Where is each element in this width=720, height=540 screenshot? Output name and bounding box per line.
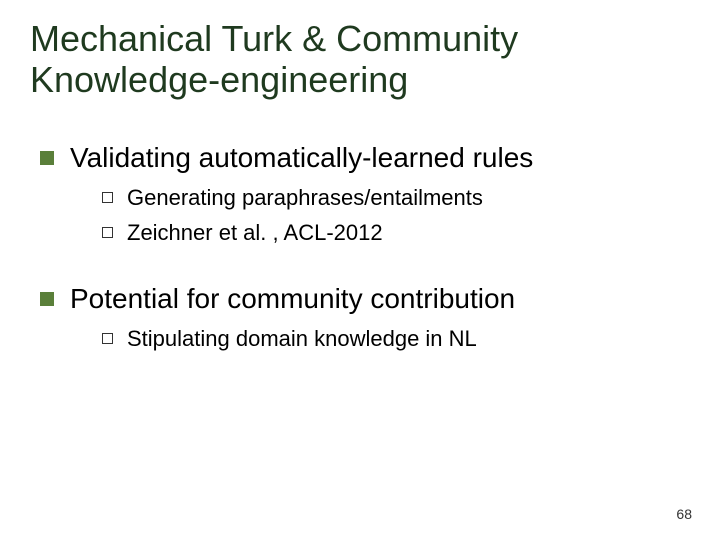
page-number: 68 (676, 506, 692, 522)
square-bullet-icon (40, 292, 54, 306)
square-bullet-icon (40, 151, 54, 165)
bullet-item: Validating automatically-learned rules (40, 141, 690, 175)
hollow-square-icon (102, 333, 113, 344)
slide-title: Mechanical Turk & Community Knowledge-en… (30, 18, 690, 101)
sub-bullet-item: Stipulating domain knowledge in NL (102, 325, 690, 354)
bullet-item: Potential for community contribution (40, 282, 690, 316)
sub-bullet-item: Zeichner et al. , ACL-2012 (102, 219, 690, 248)
sub-bullet-text: Generating paraphrases/entailments (127, 184, 483, 213)
bullet-text: Validating automatically-learned rules (70, 141, 533, 175)
sub-bullet-text: Zeichner et al. , ACL-2012 (127, 219, 383, 248)
sub-bullet-text: Stipulating domain knowledge in NL (127, 325, 477, 354)
hollow-square-icon (102, 227, 113, 238)
hollow-square-icon (102, 192, 113, 203)
bullet-text: Potential for community contribution (70, 282, 515, 316)
slide: Mechanical Turk & Community Knowledge-en… (0, 0, 720, 540)
sub-bullet-item: Generating paraphrases/entailments (102, 184, 690, 213)
